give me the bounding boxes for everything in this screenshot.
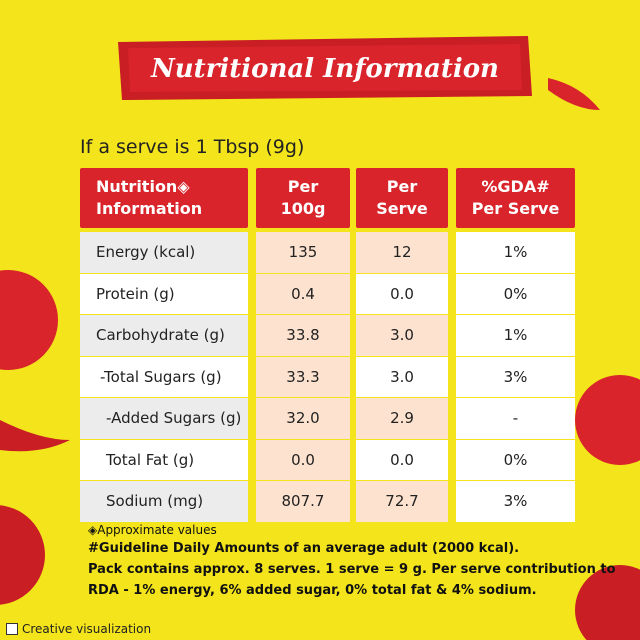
table-cell: 0.0 — [356, 273, 448, 314]
footnote: Pack contains approx. 8 serves. 1 serve … — [88, 562, 616, 577]
table-cell: Energy (kcal) — [80, 232, 248, 273]
title: Nutritional Information — [151, 54, 499, 84]
table-cell: 1% — [456, 232, 575, 273]
table-cell: -Total Sugars (g) — [80, 356, 248, 397]
table-cell: 33.3 — [256, 356, 350, 397]
table-cell: 3.0 — [356, 356, 448, 397]
header-cell: Per Serve — [356, 168, 448, 228]
table-cell: Carbohydrate (g) — [80, 315, 248, 356]
table-cell: 2.9 — [356, 398, 448, 439]
footer-icon — [6, 623, 18, 635]
header-cell: Nutrition◈ Information — [80, 168, 248, 228]
table-cell: 3% — [456, 481, 575, 522]
table-cell: 12 — [356, 232, 448, 273]
table-cell: -Added Sugars (g) — [80, 398, 248, 439]
table-cell: - — [456, 398, 575, 439]
table-cell: Sodium (mg) — [80, 481, 248, 522]
table-cell: Total Fat (g) — [80, 439, 248, 480]
table-cell: 0.4 — [256, 273, 350, 314]
footnote: ◈Approximate values — [88, 523, 217, 537]
header-cell: Per 100g — [256, 168, 350, 228]
header-text: Nutrition◈ — [96, 177, 190, 196]
table-cell: 135 — [256, 232, 350, 273]
header-text: Per — [287, 177, 319, 196]
header-text: Per Serve — [471, 199, 560, 218]
table-cell: 72.7 — [356, 481, 448, 522]
table-cell: 0.0 — [356, 439, 448, 480]
table-cell: 0% — [456, 273, 575, 314]
footnotes: ◈Approximate values #Guideline Daily Amou… — [88, 522, 616, 601]
table-cell: 32.0 — [256, 398, 350, 439]
header-text: Information — [96, 199, 203, 218]
footnote: #Guideline Daily Amounts of an average a… — [88, 541, 520, 556]
table-cell: 0% — [456, 439, 575, 480]
header-text: Serve — [376, 199, 428, 218]
table-cell: 1% — [456, 315, 575, 356]
header-cell: %GDA# Per Serve — [456, 168, 575, 228]
table-cell: 807.7 — [256, 481, 350, 522]
header-text: %GDA# — [481, 177, 550, 196]
table-cell: 3% — [456, 356, 575, 397]
footer-text: Creative visualization — [22, 622, 152, 636]
table-cell: 0.0 — [256, 439, 350, 480]
serve-size: If a serve is 1 Tbsp (9g) — [80, 136, 305, 158]
header-text: 100g — [280, 199, 326, 218]
footer: Creative visualization — [6, 622, 151, 636]
footnote: RDA - 1% energy, 6% added sugar, 0% tota… — [88, 583, 537, 598]
table-cell: Protein (g) — [80, 273, 248, 314]
table-cell: 3.0 — [356, 315, 448, 356]
table-cell: 33.8 — [256, 315, 350, 356]
header-text: Per — [386, 177, 418, 196]
